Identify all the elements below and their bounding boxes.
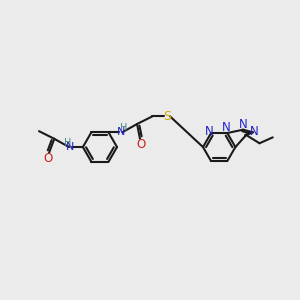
Text: N: N bbox=[239, 118, 248, 131]
Text: N: N bbox=[66, 142, 75, 152]
Text: N: N bbox=[117, 127, 125, 137]
Text: O: O bbox=[136, 137, 145, 151]
Text: N: N bbox=[250, 125, 259, 138]
Text: H: H bbox=[64, 138, 72, 148]
Text: N: N bbox=[205, 125, 214, 138]
Text: H: H bbox=[119, 123, 127, 133]
Text: S: S bbox=[163, 110, 171, 123]
Text: N: N bbox=[222, 121, 231, 134]
Text: O: O bbox=[44, 152, 53, 165]
